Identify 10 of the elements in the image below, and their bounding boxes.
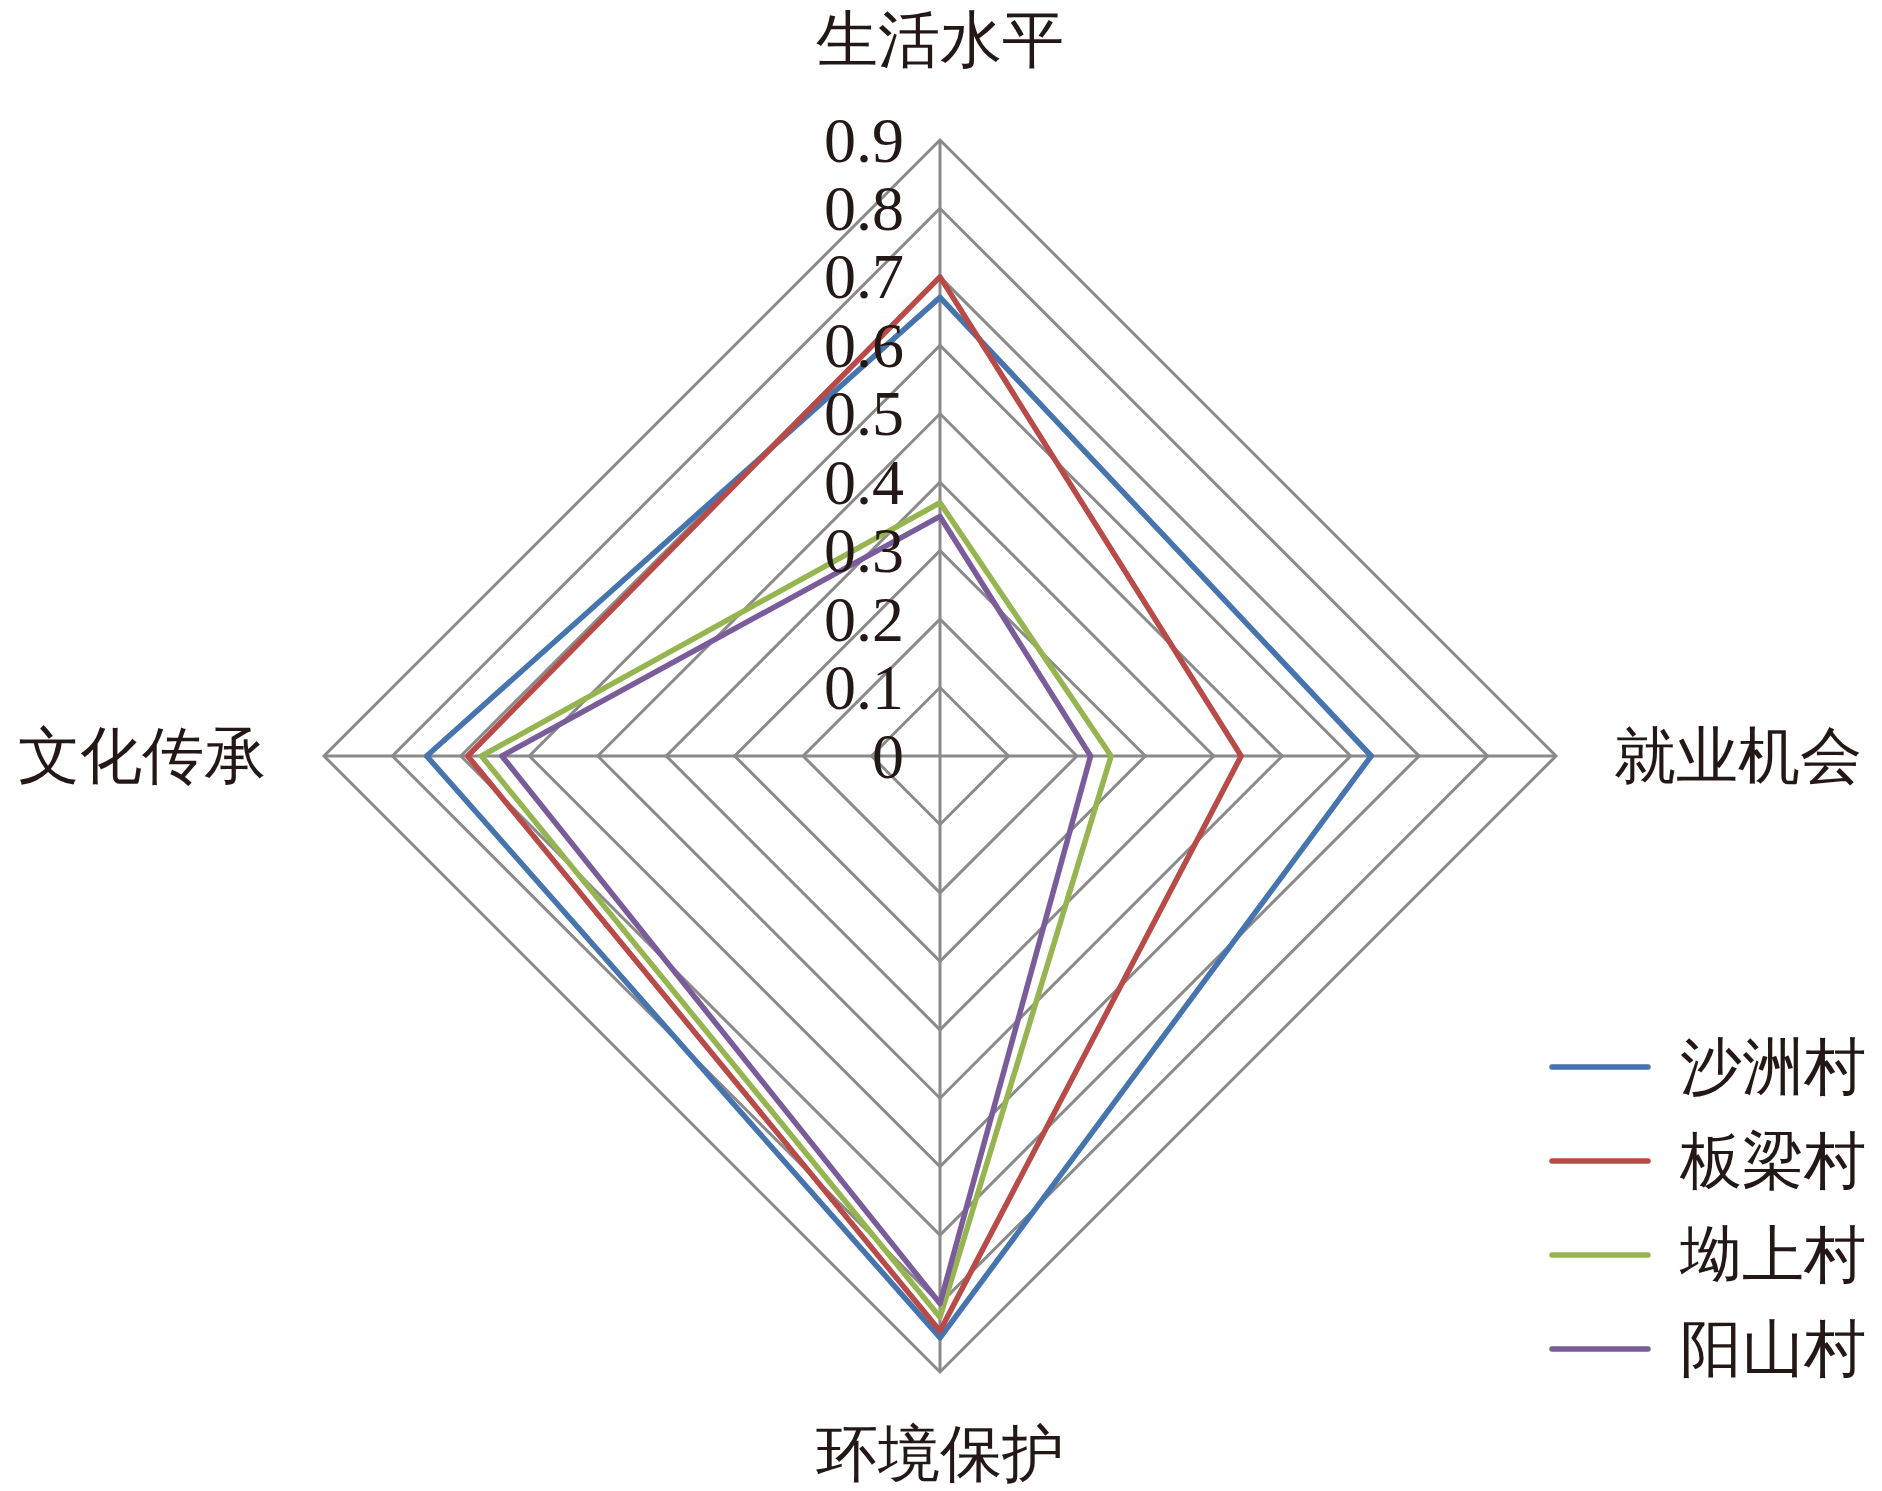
legend-label: 板梁村 [1679, 1127, 1866, 1195]
y-tick-label: 0.2 [824, 583, 904, 655]
legend-label: 坳上村 [1679, 1221, 1866, 1289]
y-tick-label: 0.7 [824, 241, 904, 313]
spoke-label: 文化传承 [18, 722, 266, 790]
legend-label: 沙洲村 [1680, 1033, 1866, 1101]
spoke-label: 环境保护 [816, 1420, 1064, 1488]
spoke-label: 就业机会 [1614, 722, 1862, 790]
legend-label: 阳山村 [1680, 1315, 1866, 1383]
spoke-label: 生活水平 [816, 6, 1064, 74]
